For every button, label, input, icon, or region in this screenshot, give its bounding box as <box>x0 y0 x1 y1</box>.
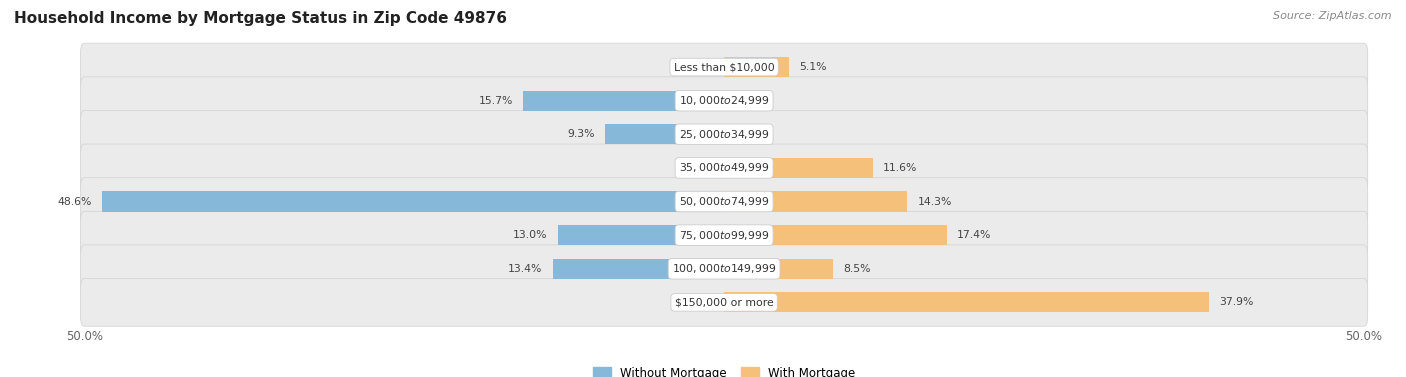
FancyBboxPatch shape <box>80 144 1368 192</box>
FancyBboxPatch shape <box>80 77 1368 124</box>
Text: 0.0%: 0.0% <box>734 96 762 106</box>
Text: 11.6%: 11.6% <box>883 163 917 173</box>
Text: $35,000 to $49,999: $35,000 to $49,999 <box>679 161 769 175</box>
Text: 17.4%: 17.4% <box>957 230 991 240</box>
Text: $150,000 or more: $150,000 or more <box>675 297 773 307</box>
FancyBboxPatch shape <box>80 245 1368 293</box>
Text: $10,000 to $24,999: $10,000 to $24,999 <box>679 94 769 107</box>
Text: 0.0%: 0.0% <box>686 163 714 173</box>
Text: 13.4%: 13.4% <box>508 264 543 274</box>
Bar <box>553 259 724 279</box>
Bar <box>724 158 873 178</box>
Bar <box>605 124 724 144</box>
Legend: Without Mortgage, With Mortgage: Without Mortgage, With Mortgage <box>593 367 855 377</box>
Bar <box>724 292 1209 313</box>
Text: Household Income by Mortgage Status in Zip Code 49876: Household Income by Mortgage Status in Z… <box>14 11 508 26</box>
Text: 14.3%: 14.3% <box>917 196 952 207</box>
Text: 15.7%: 15.7% <box>478 96 513 106</box>
Text: 48.6%: 48.6% <box>58 196 91 207</box>
Bar <box>558 225 724 245</box>
FancyBboxPatch shape <box>80 211 1368 259</box>
Text: 8.5%: 8.5% <box>844 264 870 274</box>
Bar <box>724 225 946 245</box>
Bar <box>724 259 832 279</box>
Bar <box>724 192 907 211</box>
Text: 0.0%: 0.0% <box>686 62 714 72</box>
FancyBboxPatch shape <box>80 110 1368 158</box>
Text: $100,000 to $149,999: $100,000 to $149,999 <box>672 262 776 275</box>
Text: Source: ZipAtlas.com: Source: ZipAtlas.com <box>1274 11 1392 21</box>
FancyBboxPatch shape <box>80 178 1368 225</box>
Bar <box>103 192 724 211</box>
Text: 37.9%: 37.9% <box>1219 297 1254 307</box>
Text: 0.0%: 0.0% <box>686 297 714 307</box>
FancyBboxPatch shape <box>80 279 1368 326</box>
Text: 5.1%: 5.1% <box>800 62 827 72</box>
Text: 0.0%: 0.0% <box>734 129 762 139</box>
Text: $25,000 to $34,999: $25,000 to $34,999 <box>679 128 769 141</box>
Bar <box>724 57 789 77</box>
Text: $50,000 to $74,999: $50,000 to $74,999 <box>679 195 769 208</box>
Text: Less than $10,000: Less than $10,000 <box>673 62 775 72</box>
Text: $75,000 to $99,999: $75,000 to $99,999 <box>679 228 769 242</box>
Text: 9.3%: 9.3% <box>568 129 595 139</box>
Text: 13.0%: 13.0% <box>513 230 547 240</box>
Bar <box>523 90 724 111</box>
FancyBboxPatch shape <box>80 43 1368 91</box>
